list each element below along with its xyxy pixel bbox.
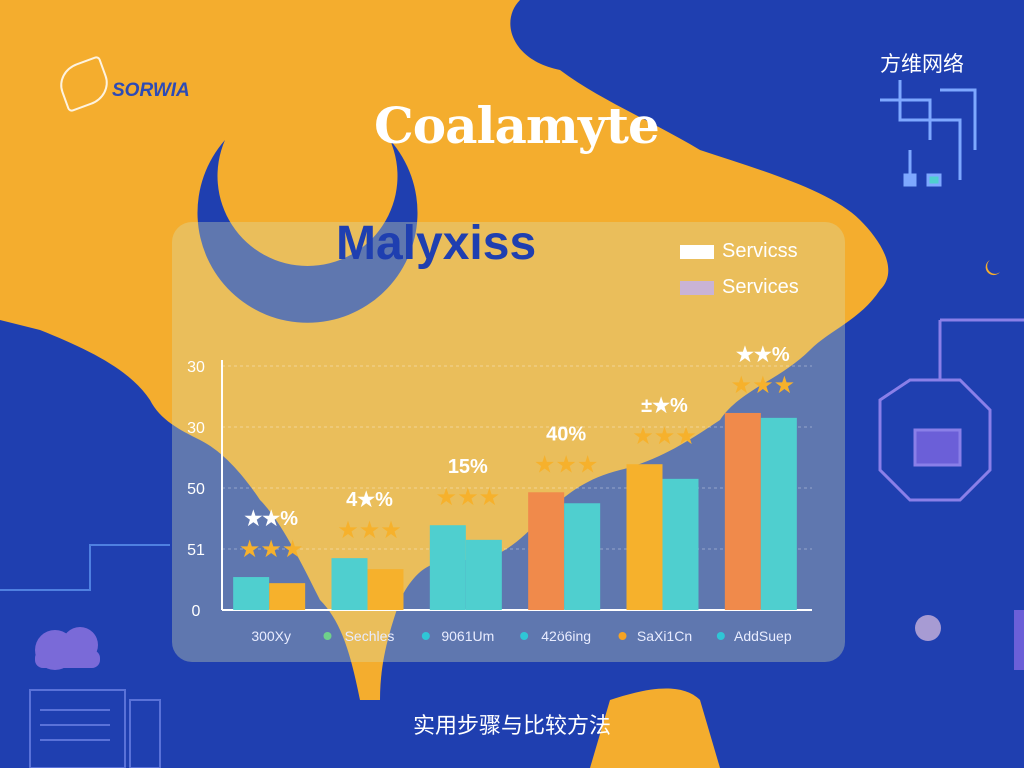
star-rating: ★★★ bbox=[239, 536, 304, 563]
category-marker bbox=[520, 632, 529, 640]
data-label: ★★% bbox=[244, 508, 298, 530]
category-marker bbox=[323, 632, 332, 640]
legend-swatch bbox=[680, 244, 714, 259]
star-rating: ★★★ bbox=[436, 484, 501, 511]
bar bbox=[331, 558, 368, 610]
x-tick-label: 9061Um bbox=[441, 628, 494, 644]
y-tick-label: 51 bbox=[187, 542, 205, 559]
category-marker bbox=[421, 632, 430, 640]
bar bbox=[269, 583, 306, 610]
star-rating: ★★★ bbox=[534, 451, 599, 478]
bar bbox=[662, 478, 699, 610]
bar bbox=[465, 539, 502, 610]
y-tick-label: 30 bbox=[187, 359, 205, 376]
data-label: 4★% bbox=[346, 489, 393, 511]
dot-icon bbox=[915, 615, 941, 641]
data-label: ±★% bbox=[641, 395, 688, 417]
legend-label: Servicss bbox=[722, 240, 798, 262]
legend-swatch bbox=[680, 280, 714, 295]
y-tick-label: 30 bbox=[187, 420, 205, 437]
bar bbox=[564, 503, 601, 610]
data-label: 15% bbox=[448, 456, 488, 478]
headline: Coalamyte bbox=[374, 96, 660, 155]
legend-item: Servicss bbox=[680, 240, 798, 263]
star-rating: ★★★ bbox=[632, 423, 697, 450]
bar bbox=[367, 569, 404, 610]
category-marker bbox=[716, 632, 725, 640]
document-icon bbox=[29, 689, 161, 768]
subheadline: Malyxiss bbox=[336, 217, 537, 270]
x-tick-label: SaXi1Cn bbox=[637, 628, 692, 644]
y-tick-label: 50 bbox=[187, 481, 205, 498]
brand-name: 方维网络 bbox=[880, 53, 964, 76]
chip-icon bbox=[878, 318, 1024, 502]
bar bbox=[429, 525, 466, 610]
bar bbox=[626, 464, 663, 610]
x-tick-label: 300Xy bbox=[251, 628, 291, 644]
caption: 实用步骤与比较方法 bbox=[412, 713, 611, 738]
data-label: 40% bbox=[546, 423, 586, 445]
x-tick-label: Sechles bbox=[345, 628, 395, 644]
bar bbox=[724, 412, 761, 610]
star-rating: ★★★ bbox=[731, 372, 796, 399]
star-rating: ★★★ bbox=[337, 517, 402, 544]
x-tick-label: 42ö6ing bbox=[541, 628, 591, 644]
category-marker bbox=[618, 632, 627, 640]
bar bbox=[528, 492, 565, 610]
bar bbox=[233, 577, 270, 610]
legend-label: Services bbox=[722, 276, 799, 298]
circuit-icon bbox=[880, 80, 977, 187]
legend-item: Services bbox=[680, 276, 799, 299]
y-tick-label: 0 bbox=[192, 603, 201, 620]
logo-text: SORWIA bbox=[112, 80, 190, 101]
cloud-icon bbox=[35, 627, 100, 670]
data-label: ★★% bbox=[736, 344, 790, 366]
x-tick-label: AddSuep bbox=[734, 628, 792, 644]
map-region-orange bbox=[0, 0, 889, 700]
bar bbox=[760, 417, 797, 610]
